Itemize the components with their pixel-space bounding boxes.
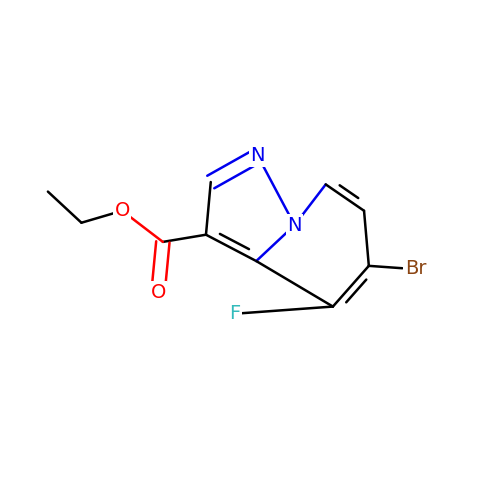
Text: O: O [114, 201, 130, 220]
Text: N: N [287, 216, 302, 235]
Text: O: O [150, 283, 166, 302]
Text: F: F [229, 304, 240, 323]
Text: N: N [251, 146, 265, 165]
Text: Br: Br [405, 259, 426, 278]
